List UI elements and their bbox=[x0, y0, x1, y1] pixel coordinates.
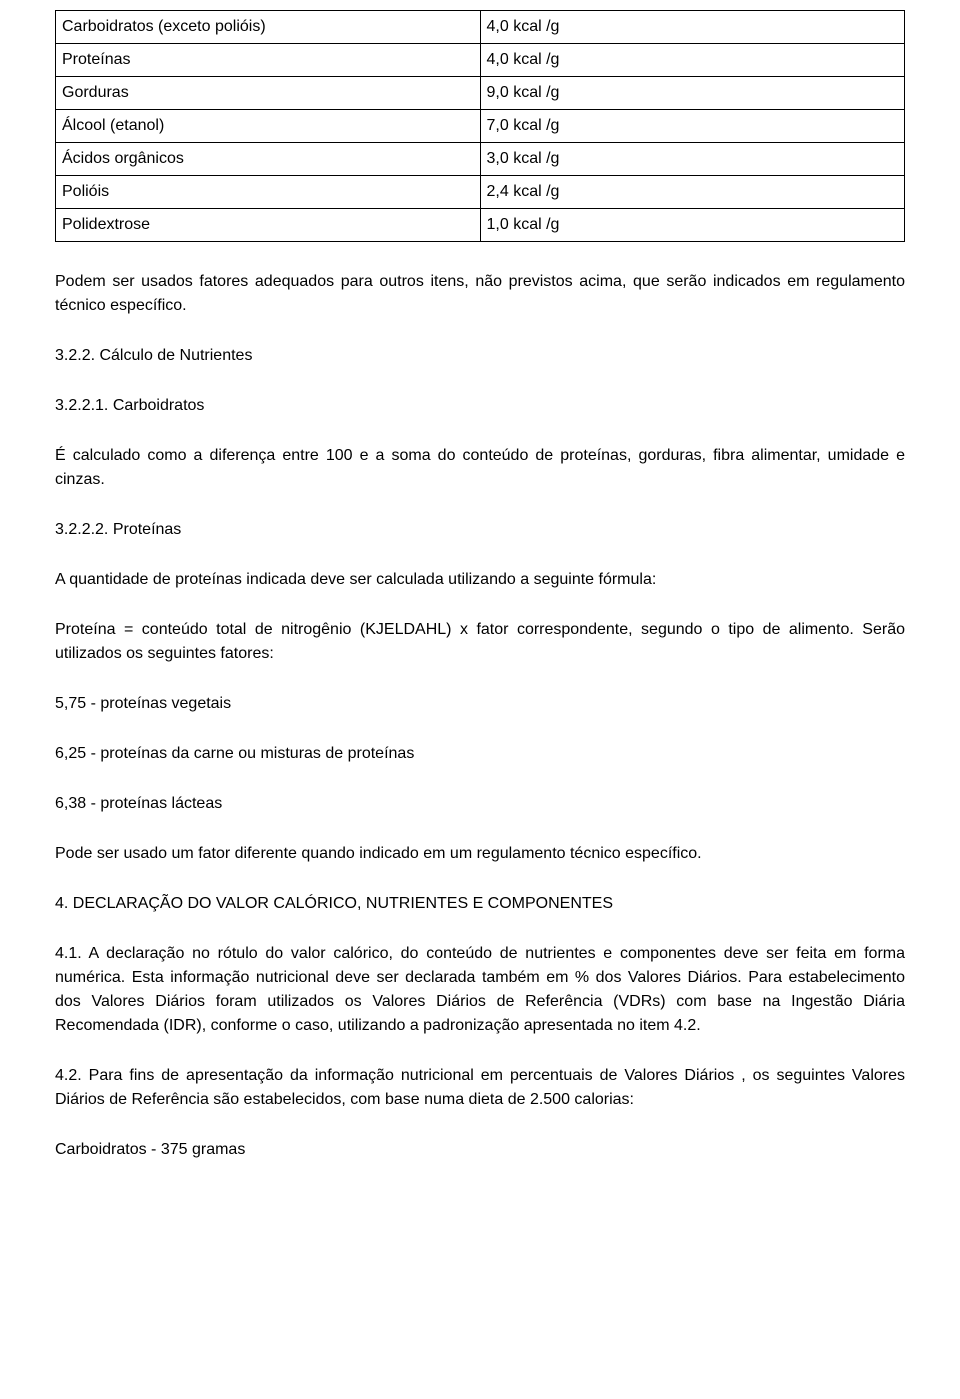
table-cell-value: 7,0 kcal /g bbox=[480, 110, 905, 143]
table-cell-value: 3,0 kcal /g bbox=[480, 143, 905, 176]
energy-conversion-table: Carboidratos (exceto polióis) 4,0 kcal /… bbox=[55, 10, 905, 242]
table-cell-value: 2,4 kcal /g bbox=[480, 176, 905, 209]
table-row: Proteínas 4,0 kcal /g bbox=[56, 44, 905, 77]
paragraph-note: Pode ser usado um fator diferente quando… bbox=[55, 842, 905, 866]
table-cell-label: Polióis bbox=[56, 176, 481, 209]
table-row: Polidextrose 1,0 kcal /g bbox=[56, 209, 905, 242]
table-row: Ácidos orgânicos 3,0 kcal /g bbox=[56, 143, 905, 176]
heading-3-2-2: 3.2.2. Cálculo de Nutrientes bbox=[55, 344, 905, 368]
table-cell-label: Gorduras bbox=[56, 77, 481, 110]
table-cell-value: 4,0 kcal /g bbox=[480, 44, 905, 77]
table-cell-label: Polidextrose bbox=[56, 209, 481, 242]
table-row: Gorduras 9,0 kcal /g bbox=[56, 77, 905, 110]
paragraph-proteinas-intro: A quantidade de proteínas indicada deve … bbox=[55, 568, 905, 592]
table-cell-label: Proteínas bbox=[56, 44, 481, 77]
paragraph-carboidratos: É calculado como a diferença entre 100 e… bbox=[55, 444, 905, 492]
heading-3-2-2-1: 3.2.2.1. Carboidratos bbox=[55, 394, 905, 418]
paragraph-proteinas-formula: Proteína = conteúdo total de nitrogênio … bbox=[55, 618, 905, 666]
table-cell-value: 4,0 kcal /g bbox=[480, 11, 905, 44]
heading-4: 4. DECLARAÇÃO DO VALOR CALÓRICO, NUTRIEN… bbox=[55, 892, 905, 916]
factor-575: 5,75 - proteínas vegetais bbox=[55, 692, 905, 716]
table-row: Carboidratos (exceto polióis) 4,0 kcal /… bbox=[56, 11, 905, 44]
paragraph-4-1: 4.1. A declaração no rótulo do valor cal… bbox=[55, 942, 905, 1038]
paragraph-intro: Podem ser usados fatores adequados para … bbox=[55, 270, 905, 318]
table-row: Polióis 2,4 kcal /g bbox=[56, 176, 905, 209]
table-cell-label: Álcool (etanol) bbox=[56, 110, 481, 143]
heading-3-2-2-2: 3.2.2.2. Proteínas bbox=[55, 518, 905, 542]
factor-625: 6,25 - proteínas da carne ou misturas de… bbox=[55, 742, 905, 766]
table-cell-value: 9,0 kcal /g bbox=[480, 77, 905, 110]
table-cell-label: Ácidos orgânicos bbox=[56, 143, 481, 176]
factor-638: 6,38 - proteínas lácteas bbox=[55, 792, 905, 816]
paragraph-4-2: 4.2. Para fins de apresentação da inform… bbox=[55, 1064, 905, 1112]
table-cell-label: Carboidratos (exceto polióis) bbox=[56, 11, 481, 44]
table-cell-value: 1,0 kcal /g bbox=[480, 209, 905, 242]
table-row: Álcool (etanol) 7,0 kcal /g bbox=[56, 110, 905, 143]
carboidratos-value: Carboidratos - 375 gramas bbox=[55, 1138, 905, 1162]
